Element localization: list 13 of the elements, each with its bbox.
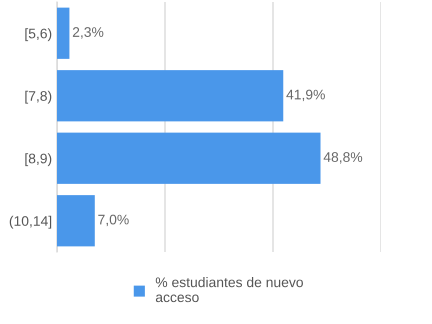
bar xyxy=(57,195,95,246)
bar xyxy=(57,70,284,122)
y-tick-label: [5,6) xyxy=(25,28,52,42)
bar xyxy=(57,132,321,184)
legend-label: % estudiantes de nuevo acceso xyxy=(156,277,303,302)
y-tick-label: (10,14] xyxy=(10,216,52,229)
data-label: 48,8% xyxy=(324,152,362,164)
bar xyxy=(57,8,70,59)
y-tick-label: [8,9) xyxy=(25,153,52,166)
data-label: 41,9% xyxy=(286,90,325,102)
data-label: 7,0% xyxy=(98,214,129,226)
y-tick-label: [7,8) xyxy=(25,90,52,104)
data-label: 2,3% xyxy=(72,27,104,39)
